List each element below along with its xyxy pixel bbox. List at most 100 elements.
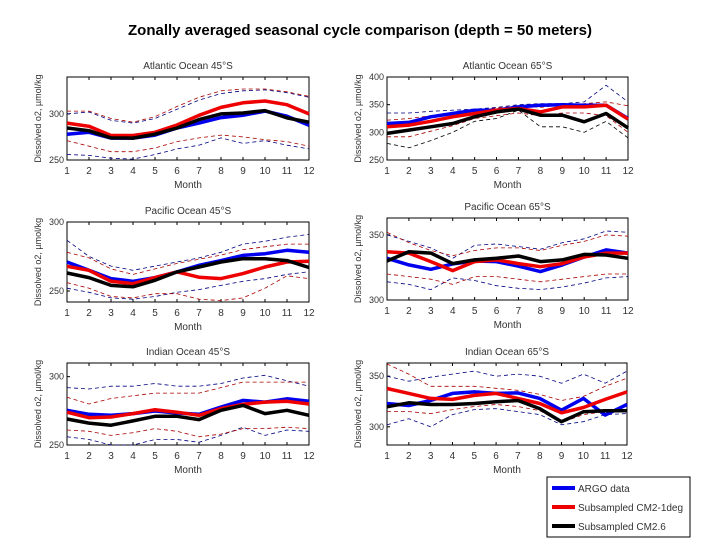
x-tick-label: 9	[240, 451, 246, 462]
subplot-title: Pacific Ocean 65°S	[464, 202, 551, 213]
x-tick-label: 12	[303, 308, 315, 319]
x-tick-label: 7	[196, 451, 202, 462]
legend: ARGO data Subsampled CM2-1deg Subsampled C…	[546, 476, 691, 538]
y-tick-label: 400	[369, 72, 384, 82]
envelope-line	[66, 426, 310, 438]
x-tick-label: 1	[384, 306, 390, 317]
x-tick-label: 9	[559, 451, 565, 462]
series-line-subsampled-cm2-1deg	[386, 386, 628, 415]
x-tick-label: 8	[538, 166, 544, 177]
x-tick-label: 11	[600, 451, 611, 462]
y-tick-label: 350	[369, 371, 384, 381]
series-line-subsampled-cm2-1deg	[66, 99, 310, 138]
subplot-3: Pacific Ocean 45°S Month Dissolved o2, µmo…	[33, 206, 315, 333]
x-tick-label: 7	[196, 308, 202, 319]
series-line-subsampled-cm2-6	[66, 256, 310, 289]
x-tick-label: 2	[86, 166, 92, 177]
envelope-line	[66, 271, 310, 300]
x-tick-label: 3	[108, 451, 114, 462]
x-axis-label: Month	[494, 320, 522, 331]
envelope-line	[386, 231, 629, 257]
x-tick-label: 7	[516, 306, 522, 317]
x-tick-label: 4	[130, 308, 136, 319]
x-axis-label: Month	[494, 180, 522, 191]
envelope-line	[386, 363, 628, 401]
x-tick-label: 4	[450, 166, 456, 177]
y-tick-label: 300	[369, 127, 384, 137]
envelope-line	[66, 134, 310, 153]
envelope-line	[387, 84, 629, 114]
envelope-line	[66, 426, 310, 446]
envelope-line	[387, 112, 629, 138]
y-tick-label: 250	[49, 155, 64, 165]
x-tick-label: 1	[64, 308, 70, 319]
series-line-subsampled-cm2-6	[66, 403, 310, 427]
y-tick-label: 300	[49, 217, 64, 227]
series-line-subsampled-cm2-1deg	[66, 399, 310, 420]
y-tick-label: 250	[369, 155, 384, 165]
x-tick-label: 11	[601, 166, 612, 177]
x-tick-label: 9	[559, 306, 565, 317]
envelope-line	[386, 370, 628, 384]
x-tick-label: 4	[450, 306, 456, 317]
envelope-line	[66, 275, 310, 302]
x-tick-label: 10	[579, 166, 591, 177]
x-tick-label: 8	[538, 306, 544, 317]
x-tick-label: 11	[282, 308, 293, 319]
x-tick-label: 7	[196, 166, 202, 177]
x-tick-label: 9	[240, 166, 246, 177]
envelope-line	[67, 88, 310, 123]
x-axis-label: Month	[174, 180, 202, 191]
x-tick-label: 2	[86, 308, 92, 319]
y-tick-label: 250	[49, 286, 64, 296]
x-axis-label: Month	[174, 322, 202, 333]
x-tick-label: 10	[578, 451, 590, 462]
x-tick-label: 5	[471, 451, 477, 462]
envelope-line	[66, 234, 310, 271]
x-tick-label: 8	[218, 451, 224, 462]
subplot-1: Atlantic Ocean 45°S Month Dissolved o2, µm…	[33, 61, 315, 191]
x-tick-label: 1	[384, 166, 390, 177]
y-axis-label: Dissolved o2, µmol/kg	[353, 360, 363, 448]
x-tick-label: 2	[406, 306, 412, 317]
x-tick-label: 12	[303, 166, 315, 177]
envelope-line	[66, 374, 310, 390]
envelope-line	[66, 381, 309, 405]
envelope-line	[387, 404, 627, 424]
subplot-2: Atlantic Ocean 65°S Month Dissolved o2, µm…	[353, 61, 634, 191]
x-tick-label: 3	[428, 451, 434, 462]
y-axis-label: Dissolved o2, µmol/kg	[33, 74, 43, 162]
legend-label: Subsampled CM2-1deg	[578, 503, 683, 514]
x-tick-label: 12	[622, 166, 634, 177]
subplot-title: Pacific Ocean 45°S	[145, 206, 232, 217]
x-tick-label: 12	[303, 451, 315, 462]
x-tick-label: 11	[282, 451, 293, 462]
series-line-subsampled-cm2-1deg	[386, 250, 628, 273]
x-tick-label: 10	[259, 308, 271, 319]
envelope-line	[66, 137, 310, 160]
x-tick-label: 2	[86, 451, 92, 462]
x-tick-label: 3	[108, 166, 114, 177]
x-tick-label: 3	[428, 166, 434, 177]
y-tick-label: 300	[49, 109, 64, 119]
x-tick-label: 11	[282, 166, 293, 177]
subplot-5: Indian Ocean 45°S Month Dissolved o2, µmol…	[33, 347, 315, 476]
envelope-line	[386, 273, 628, 285]
x-tick-label: 8	[218, 166, 224, 177]
x-tick-label: 5	[152, 451, 158, 462]
series-line-subsampled-cm2-6	[386, 107, 629, 136]
y-axis-label: Dissolved o2, µmol/kg	[33, 218, 43, 306]
series-line-subsampled-cm2-6	[386, 398, 627, 424]
envelope-line	[66, 243, 309, 275]
plot-area	[66, 362, 310, 446]
x-tick-label: 5	[152, 308, 158, 319]
x-tick-label: 6	[493, 451, 499, 462]
x-axis-label: Month	[493, 465, 521, 476]
x-tick-label: 9	[240, 308, 246, 319]
subplot-title: Indian Ocean 65°S	[465, 347, 549, 358]
x-tick-label: 6	[494, 166, 500, 177]
x-tick-label: 2	[406, 451, 412, 462]
envelope-line	[386, 230, 629, 259]
x-tick-label: 8	[537, 451, 543, 462]
